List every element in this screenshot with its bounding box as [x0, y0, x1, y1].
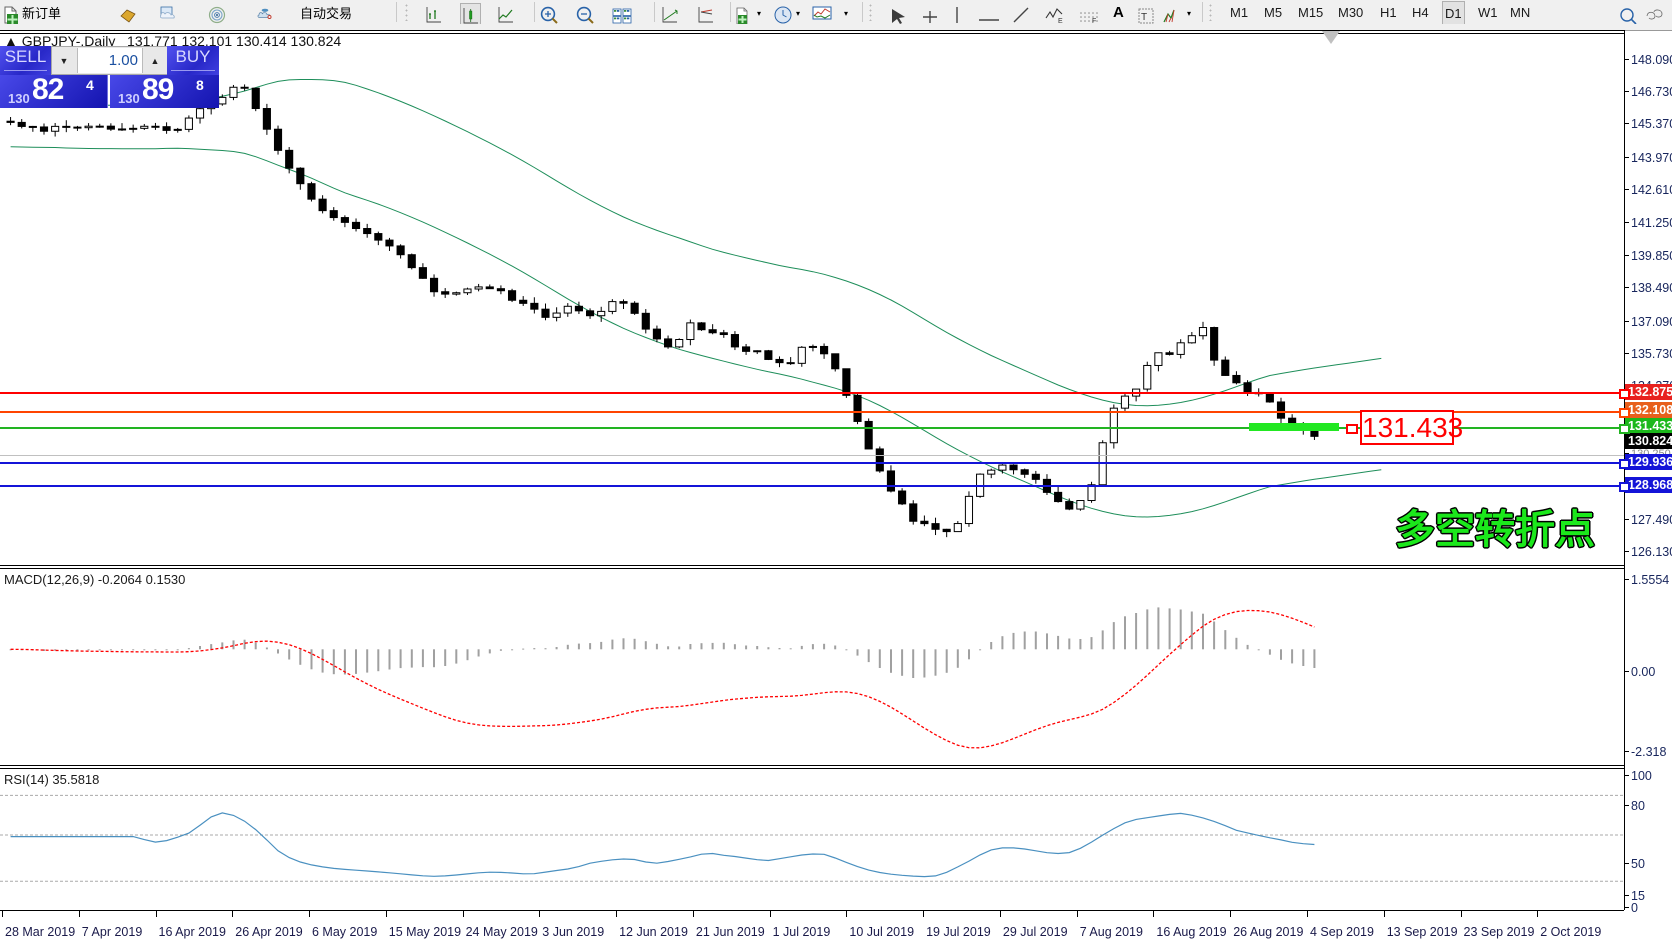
- svg-text:T: T: [1141, 12, 1147, 23]
